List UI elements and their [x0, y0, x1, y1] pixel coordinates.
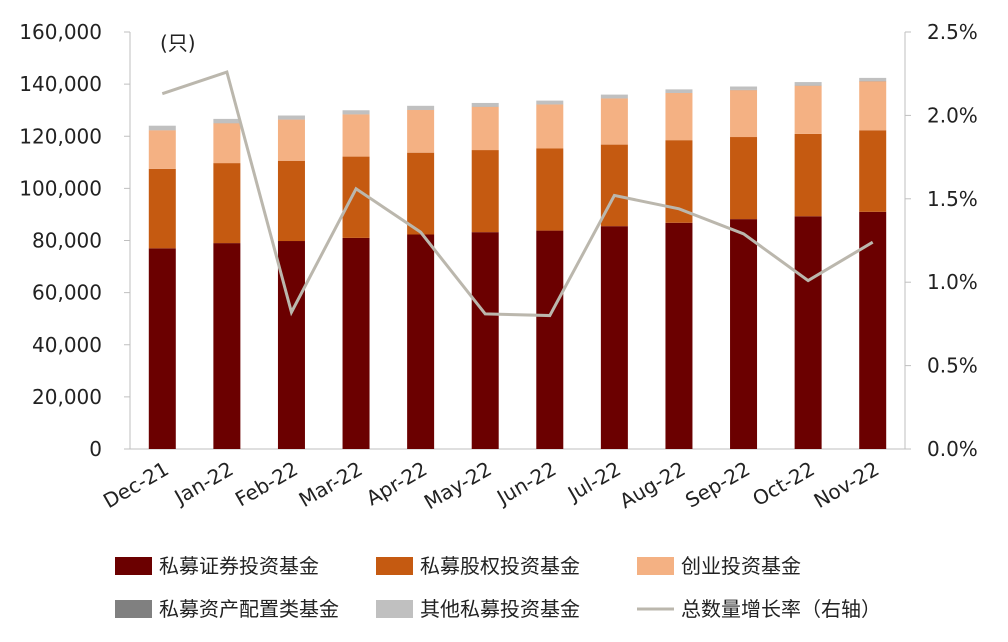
- bar-segment: [665, 93, 692, 140]
- bar-segment: [665, 223, 692, 449]
- bar-segment: [601, 98, 628, 144]
- bar-segment: [149, 126, 176, 130]
- bar-segment: [149, 130, 176, 169]
- legend-label: 私募证券投资基金: [159, 554, 319, 578]
- x-tick-label: Jul-22: [562, 457, 625, 507]
- bar-segment: [536, 104, 563, 148]
- x-tick-label: Mar-22: [295, 457, 367, 512]
- right-tick-label: 0.5%: [927, 354, 978, 378]
- x-tick-label: Sep-22: [681, 457, 754, 513]
- bar-segment: [665, 89, 692, 92]
- left-tick-label: 100,000: [19, 176, 102, 200]
- bar-segment: [149, 248, 176, 449]
- x-tick-label: Jun-22: [491, 457, 560, 511]
- legend-swatch: [115, 557, 152, 575]
- bar-segment: [213, 163, 240, 243]
- x-tick-label: May-22: [420, 457, 496, 515]
- growth-rate-line: [162, 72, 872, 316]
- legend-label: 私募股权投资基金: [420, 554, 580, 578]
- bar-segment: [472, 103, 499, 107]
- right-tick-label: 2.5%: [927, 20, 978, 44]
- x-tick-label: Jan-22: [169, 457, 238, 511]
- legend-swatch: [376, 557, 413, 575]
- right-tick-label: 1.5%: [927, 187, 978, 211]
- bar-segment: [278, 116, 305, 120]
- unit-label: (只): [160, 31, 196, 55]
- left-tick-label: 140,000: [19, 72, 102, 96]
- bar-segment: [730, 137, 757, 219]
- bar-segment: [472, 150, 499, 232]
- bar-segment: [795, 134, 822, 216]
- left-tick-label: 40,000: [32, 333, 102, 357]
- bar-segment: [536, 231, 563, 449]
- legend-swatch: [376, 600, 413, 618]
- bar-segment: [407, 153, 434, 235]
- right-tick-label: 0.0%: [927, 437, 978, 461]
- left-tick-label: 20,000: [32, 385, 102, 409]
- bar-segment: [536, 148, 563, 230]
- bar-segment: [859, 78, 886, 81]
- legend-swatch: [115, 600, 152, 618]
- bar-segment: [407, 106, 434, 110]
- bar-segment: [343, 114, 370, 156]
- left-tick-label: 120,000: [19, 124, 102, 148]
- bar-segment: [601, 226, 628, 449]
- legend-label: 总数量增长率（右轴）: [681, 597, 881, 621]
- bar-segment: [730, 219, 757, 449]
- left-tick-label: 160,000: [19, 20, 102, 44]
- bar-segment: [472, 232, 499, 449]
- x-tick-label: Oct-22: [748, 457, 818, 511]
- bar-segment: [472, 107, 499, 150]
- x-tick-label: Apr-22: [362, 457, 431, 511]
- bar-segment: [407, 235, 434, 449]
- legend-label: 私募资产配置类基金: [159, 597, 339, 621]
- bar-segment: [859, 130, 886, 212]
- left-tick-label: 60,000: [32, 281, 102, 305]
- x-tick-label: Nov-22: [810, 457, 884, 513]
- bar-segment: [730, 90, 757, 137]
- left-tick-label: 0: [89, 437, 102, 461]
- bar-segment: [795, 82, 822, 85]
- legend-label: 其他私募投资基金: [420, 597, 580, 621]
- bar-segment: [343, 110, 370, 114]
- bar-segment: [213, 123, 240, 163]
- bar-segment: [407, 110, 434, 153]
- bar-segment: [149, 169, 176, 248]
- bar-segment: [278, 120, 305, 161]
- x-tick-label: Dec-21: [99, 457, 173, 513]
- left-tick-label: 80,000: [32, 229, 102, 253]
- bar-segment: [343, 238, 370, 449]
- x-tick-label: Aug-22: [615, 457, 689, 514]
- bar-segment: [730, 86, 757, 89]
- x-tick-label: Feb-22: [231, 457, 302, 512]
- bar-segment: [795, 216, 822, 449]
- bar-segment: [213, 243, 240, 449]
- legend-label: 创业投资基金: [681, 554, 801, 578]
- right-tick-label: 1.0%: [927, 270, 978, 294]
- bar-segment: [278, 161, 305, 241]
- bar-segment: [795, 86, 822, 134]
- bar-segment: [859, 81, 886, 130]
- bar-segment: [343, 157, 370, 238]
- bar-segment: [536, 101, 563, 105]
- bar-segment: [601, 95, 628, 99]
- legend-swatch: [637, 557, 674, 575]
- bar-segment: [213, 119, 240, 123]
- right-tick-label: 2.0%: [927, 103, 978, 127]
